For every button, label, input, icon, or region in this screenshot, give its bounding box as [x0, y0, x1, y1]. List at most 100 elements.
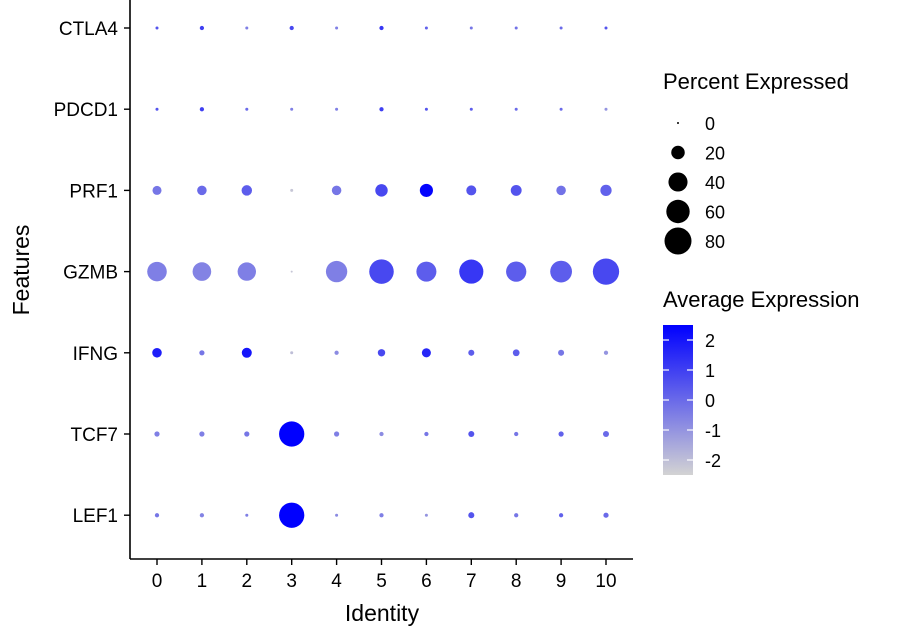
- dot-LEF1-0: [154, 513, 160, 518]
- size-legend-dot: [666, 199, 690, 224]
- size-legend-dot: [677, 122, 679, 124]
- dot-GZMB-8: [506, 261, 527, 282]
- color-legend-label: 1: [705, 361, 715, 381]
- size-legend-label: 60: [705, 203, 725, 223]
- dot-PDCD1-1: [199, 107, 205, 112]
- dot-CTLA4-5: [379, 25, 384, 31]
- dot-PRF1-0: [152, 185, 162, 195]
- y-tick-label: GZMB: [63, 263, 118, 284]
- y-tick-label: IFNG: [73, 344, 118, 365]
- x-tick-label: 4: [331, 571, 342, 592]
- dot-CTLA4-6: [424, 26, 428, 30]
- dot-CTLA4-7: [469, 26, 473, 30]
- x-tick-label: 7: [466, 571, 477, 592]
- dot-TCF7-2: [244, 431, 250, 437]
- size-legend-items: 0 20 40 60 80: [664, 114, 725, 255]
- dot-CTLA4-10: [604, 26, 608, 30]
- dot-LEF1-3: [279, 502, 305, 528]
- dot-CTLA4-8: [514, 26, 518, 30]
- dot-IFNG-3: [290, 351, 294, 355]
- x-tick-label: 9: [556, 571, 567, 592]
- size-legend-title: Percent Expressed: [663, 69, 849, 94]
- y-tick-label: LEF1: [73, 506, 118, 527]
- dot-LEF1-10: [603, 512, 609, 518]
- dot-CTLA4-9: [559, 26, 563, 30]
- dot-IFNG-5: [377, 349, 386, 357]
- dot-PRF1-10: [600, 184, 612, 197]
- y-tick-label: PRF1: [69, 181, 118, 202]
- dot-TCF7-9: [558, 431, 564, 437]
- x-tick-label: 6: [421, 571, 432, 592]
- dot-TCF7-8: [514, 431, 519, 437]
- dot-IFNG-7: [468, 349, 475, 356]
- size-legend-label: 80: [705, 232, 725, 252]
- dot-PRF1-2: [241, 185, 253, 196]
- dot-CTLA4-0: [155, 26, 159, 30]
- dot-PDCD1-0: [155, 107, 159, 111]
- dot-GZMB-5: [369, 259, 394, 284]
- dot-PRF1-4: [331, 185, 342, 196]
- dot-PDCD1-9: [559, 107, 563, 111]
- size-legend: Percent Expressed 0 20 40 60 80: [663, 69, 849, 255]
- x-tick-label: 10: [595, 571, 616, 592]
- size-legend-label: 20: [705, 144, 725, 164]
- dot-PRF1-3: [290, 188, 294, 192]
- dot-IFNG-4: [334, 350, 339, 355]
- x-tick-label: 8: [511, 571, 522, 592]
- dot-PDCD1-6: [424, 107, 428, 111]
- dot-PRF1-6: [419, 183, 433, 197]
- color-legend-ticks: 2 1 0 -1 -2: [663, 331, 721, 471]
- dot-TCF7-7: [468, 430, 475, 438]
- dot-IFNG-8: [512, 349, 520, 357]
- x-tick-label: 2: [242, 571, 253, 592]
- size-legend-dot: [668, 172, 688, 192]
- x-axis-title: Identity: [345, 600, 420, 626]
- dot-PRF1-1: [197, 185, 207, 196]
- dot-PRF1-7: [466, 185, 477, 196]
- dot-IFNG-2: [241, 347, 252, 358]
- y-tick-label: PDCD1: [54, 100, 118, 121]
- dot-IFNG-10: [603, 350, 609, 355]
- dot-GZMB-9: [550, 260, 572, 283]
- dot-TCF7-1: [199, 431, 205, 437]
- dot-TCF7-0: [154, 431, 160, 437]
- dot-GZMB-7: [459, 259, 484, 284]
- x-tick-label: 0: [152, 571, 163, 592]
- dot-PDCD1-4: [335, 107, 339, 111]
- dot-CTLA4-2: [245, 26, 249, 30]
- y-ticks: CTLA4 PDCD1 PRF1 GZMB IFNG TCF7 LEF1: [54, 19, 130, 527]
- dot-PDCD1-10: [604, 107, 608, 111]
- y-axis-title: Features: [8, 225, 34, 316]
- dot-CTLA4-3: [289, 25, 294, 31]
- x-tick-label: 5: [376, 571, 387, 592]
- dot-CTLA4-1: [199, 25, 205, 31]
- dot-LEF1-6: [424, 513, 428, 517]
- dot-PDCD1-7: [469, 107, 473, 111]
- dot-TCF7-3: [279, 421, 305, 447]
- dot-PDCD1-8: [514, 107, 518, 111]
- size-legend-dot: [664, 227, 692, 255]
- x-tick-label: 3: [286, 571, 297, 592]
- color-legend: Average Expression 2 1 0 -1 -2: [663, 287, 860, 475]
- dot-TCF7-4: [333, 431, 340, 437]
- size-legend-label: 0: [705, 114, 715, 134]
- size-legend-dot: [671, 145, 685, 160]
- size-legend-label: 40: [705, 173, 725, 193]
- dot-IFNG-0: [152, 348, 162, 358]
- dot-IFNG-6: [421, 348, 431, 358]
- color-legend-title: Average Expression: [663, 287, 860, 312]
- dot-IFNG-9: [558, 349, 565, 356]
- dot-GZMB-0: [147, 261, 167, 282]
- dots: [147, 25, 620, 528]
- dot-LEF1-4: [335, 513, 339, 517]
- dot-TCF7-6: [424, 431, 429, 437]
- dot-PDCD1-2: [245, 107, 249, 111]
- dot-PDCD1-5: [379, 107, 384, 112]
- dot-LEF1-1: [199, 513, 205, 518]
- dot-GZMB-10: [592, 258, 620, 285]
- color-legend-label: 0: [705, 391, 715, 411]
- dot-GZMB-3: [290, 270, 293, 273]
- dot-LEF1-5: [379, 513, 384, 518]
- dot-GZMB-4: [325, 260, 348, 283]
